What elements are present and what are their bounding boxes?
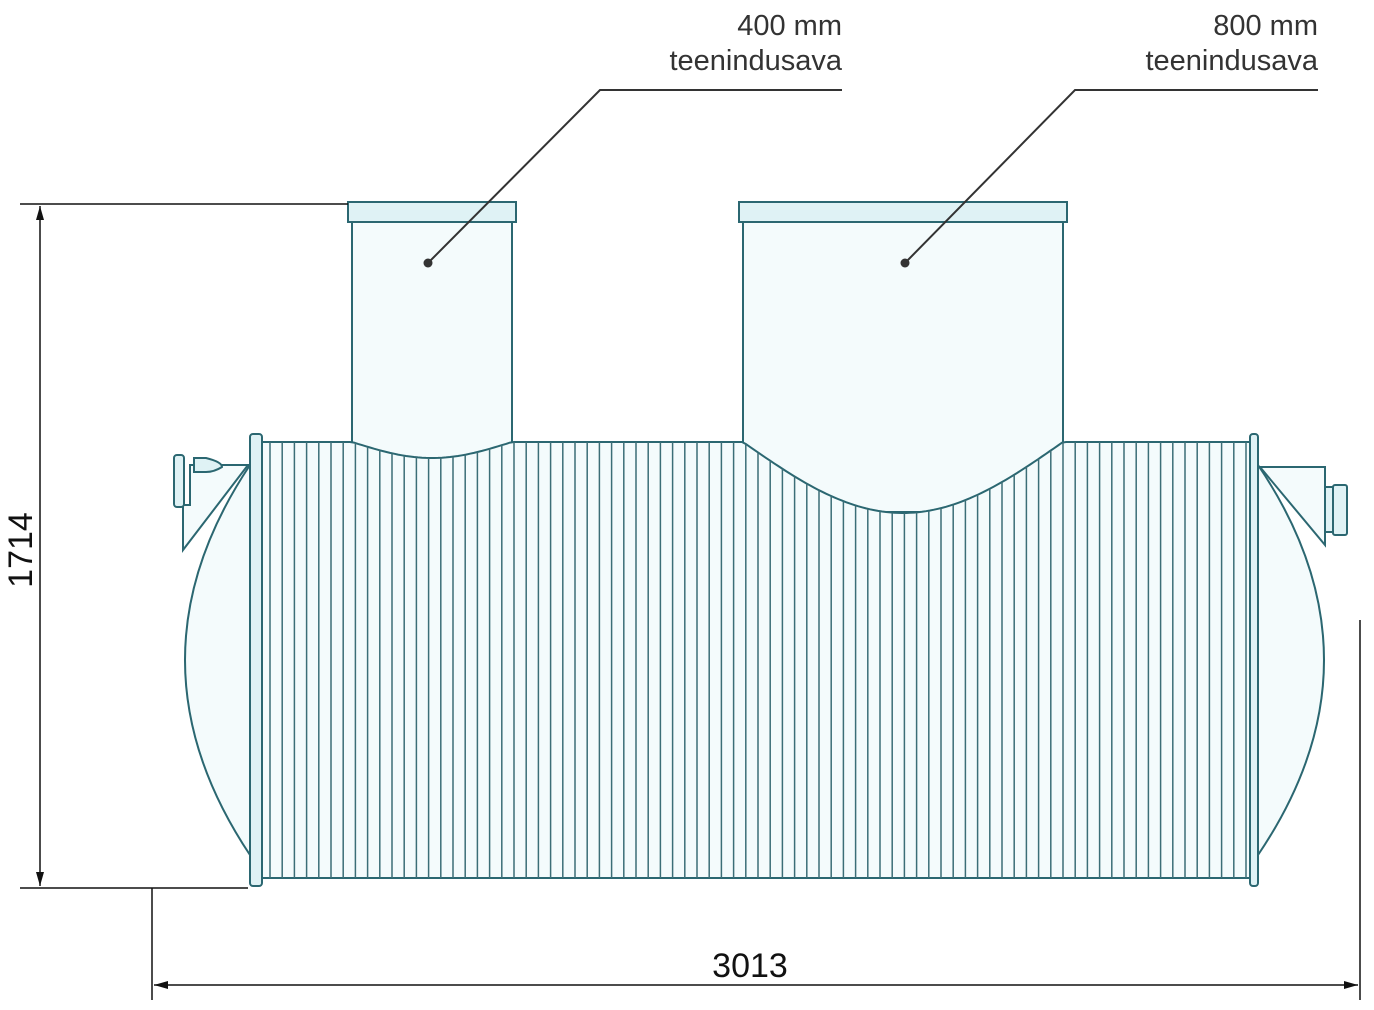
- riser-400-flange: [347, 201, 517, 223]
- outlet-pipe: [1257, 466, 1348, 548]
- right-flange: [1249, 433, 1259, 887]
- leader-dot: [423, 258, 433, 268]
- label-400-size: 400 mm: [737, 10, 842, 42]
- length-dimension: 3013: [151, 620, 1361, 1000]
- label-800-callout: 800 mm teenindusava: [900, 10, 1319, 268]
- label-800-size: 800 mm: [1213, 10, 1318, 42]
- right-end-cap: [1257, 461, 1325, 859]
- length-value: 3013: [712, 947, 788, 985]
- left-end-cap: [184, 461, 251, 859]
- height-value: 1714: [2, 512, 40, 588]
- label-400-name: teenindusava: [669, 45, 842, 77]
- riser-800-flange: [738, 201, 1068, 223]
- corrugation-ribs: [269, 442, 1247, 878]
- label-400-callout: 400 mm teenindusava: [423, 10, 843, 268]
- left-flange: [249, 433, 263, 887]
- tank-body: [261, 441, 1251, 879]
- height-dimension: 1714: [2, 203, 348, 889]
- leader-dot: [900, 258, 910, 268]
- label-800-name: teenindusava: [1145, 45, 1318, 77]
- inlet-pipe: [173, 454, 251, 553]
